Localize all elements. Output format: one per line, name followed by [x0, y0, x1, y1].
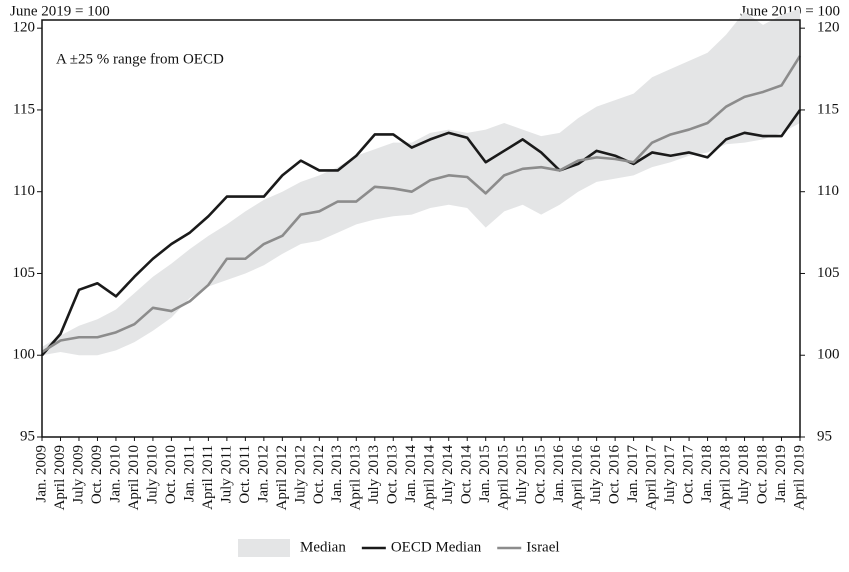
x-tick-label: Jan. 2013: [329, 445, 345, 503]
x-tick-label: April 2012: [274, 445, 290, 510]
x-tick-label: Oct. 2016: [607, 445, 623, 505]
x-tick-label: July 2016: [588, 445, 604, 504]
y2-tick-label: 95: [817, 428, 832, 444]
x-tick-label: Jan. 2015: [477, 445, 493, 503]
x-tick-label: April 2015: [496, 445, 512, 510]
x-tick-label: Oct. 2011: [237, 445, 253, 504]
legend-label: OECD Median: [391, 539, 482, 555]
x-tick-label: July 2017: [662, 445, 678, 504]
x-tick-label: April 2018: [717, 445, 733, 510]
y2-tick-label: 115: [817, 101, 839, 117]
x-tick-label: July 2015: [514, 445, 530, 504]
y2-tick-label: 120: [817, 20, 840, 36]
y-tick-label: 95: [20, 428, 35, 444]
y-tick-label: 120: [13, 20, 36, 36]
x-tick-label: July 2010: [144, 445, 160, 504]
x-tick-label: April 2017: [644, 445, 660, 511]
x-tick-label: Jan. 2018: [699, 445, 715, 503]
x-tick-label: Jan. 2010: [107, 445, 123, 503]
x-tick-label: July 2012: [292, 445, 308, 504]
x-tick-label: Oct. 2015: [533, 445, 549, 504]
y-tick-label: 100: [13, 347, 36, 363]
range-band: [42, 8, 800, 356]
y2-tick-label: 110: [817, 183, 839, 199]
x-tick-label: July 2009: [70, 445, 86, 504]
y-tick-label: 110: [13, 183, 35, 199]
plot-frame: [41, 19, 801, 438]
x-tick-label: July 2013: [366, 445, 382, 504]
x-tick-label: Jan. 2017: [625, 445, 641, 503]
y-tick-label: 115: [13, 101, 35, 117]
x-tick-label: April 2013: [348, 445, 364, 510]
x-tick-label: Jan. 2012: [255, 445, 271, 503]
x-tick-label: Jan. 2016: [551, 445, 567, 503]
legend-swatch: [238, 539, 290, 557]
x-tick-label: April 2014: [422, 445, 438, 511]
x-tick-label: July 2018: [736, 445, 752, 504]
x-tick-label: Oct. 2013: [385, 445, 401, 504]
x-tick-label: April 2010: [126, 445, 142, 510]
series-line: [41, 55, 802, 354]
series-line: [41, 109, 802, 357]
x-tick-label: Jan. 2014: [403, 445, 419, 503]
y2-tick-label: 100: [817, 347, 840, 363]
x-tick-label: April 2016: [570, 445, 586, 511]
x-tick-label: April 2009: [52, 445, 68, 510]
right-note: June 2019 = 100: [740, 3, 840, 19]
x-tick-label: Oct. 2010: [163, 445, 179, 504]
x-tick-label: Oct. 2014: [459, 445, 475, 505]
annotation: A ±25 % range from OECD: [56, 51, 224, 67]
y-tick-label: 105: [13, 265, 36, 281]
x-tick-label: April 2019: [791, 445, 807, 510]
x-tick-label: Jan. 2011: [181, 445, 197, 502]
x-tick-label: July 2011: [218, 445, 234, 503]
x-tick-label: April 2011: [200, 445, 216, 510]
x-tick-label: Oct. 2012: [311, 445, 327, 504]
x-tick-label: Oct. 2017: [681, 445, 697, 505]
x-tick-label: Jan. 2019: [773, 445, 789, 503]
legend-label: Israel: [526, 539, 559, 555]
left-note: June 2019 = 100: [10, 3, 110, 19]
legend-label: Median: [300, 539, 346, 555]
y2-tick-label: 105: [817, 265, 840, 281]
x-tick-label: July 2014: [440, 445, 456, 504]
x-tick-label: Jan. 2009: [33, 445, 49, 503]
x-tick-label: Oct. 2009: [89, 445, 105, 504]
x-tick-label: Oct. 2018: [754, 445, 770, 504]
